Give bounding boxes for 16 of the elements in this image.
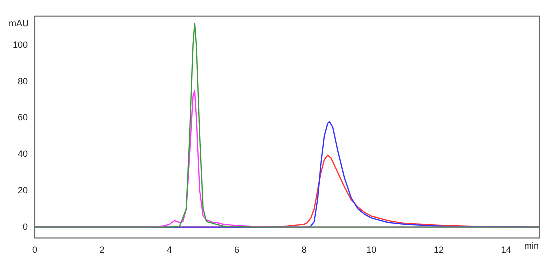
y-tick-label: 60 [18, 112, 28, 123]
y-tick-label: 80 [18, 76, 28, 86]
x-axis-title: min [524, 241, 539, 252]
y-tick-label: 20 [18, 185, 28, 196]
x-tick-label: 12 [434, 245, 444, 256]
y-tick-label: 40 [18, 149, 28, 160]
x-tick-label: 4 [167, 245, 172, 256]
y-tick-label: 100 [12, 40, 28, 50]
x-tick-label: 0 [32, 245, 38, 256]
x-tick-label: 2 [100, 245, 105, 256]
x-tick-label: 14 [501, 245, 512, 256]
y-axis-title: mAU [9, 18, 30, 28]
y-tick-label: 0 [23, 222, 28, 232]
x-tick-label: 6 [234, 245, 240, 256]
x-tick-label: 10 [366, 245, 377, 256]
x-tick-label: 8 [302, 245, 307, 256]
